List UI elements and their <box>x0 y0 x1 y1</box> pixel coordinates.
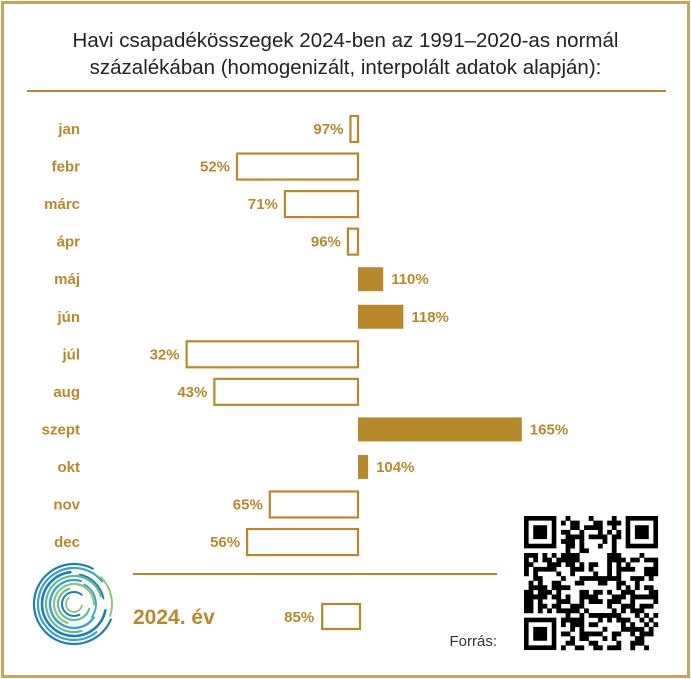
month-label: febr <box>52 159 81 176</box>
annual-value-label: 85% <box>284 609 314 626</box>
month-label: szept <box>42 421 80 438</box>
bar <box>213 377 360 406</box>
annual-label: 2024. év <box>133 606 215 629</box>
logo-arc <box>56 587 91 622</box>
bar-value-label: 71% <box>248 196 278 213</box>
qr-finder-core <box>634 525 649 540</box>
logo-arc <box>78 573 105 600</box>
month-label: máj <box>54 271 80 288</box>
bar <box>346 227 360 256</box>
annual-bar <box>321 602 362 631</box>
bar <box>246 527 360 557</box>
bar-value-label: 65% <box>233 497 263 514</box>
logo-arc <box>44 574 102 634</box>
bar <box>358 417 522 442</box>
bar <box>268 490 360 519</box>
qr-code-icon <box>524 516 659 651</box>
month-label: márc <box>44 196 80 213</box>
bars-group: jan 97% febr 52% márc 71% ápr 96% máj 110% jún 118%… <box>42 114 568 557</box>
bar <box>358 454 369 479</box>
qr-finder-core <box>533 626 548 641</box>
month-label: ápr <box>57 234 81 251</box>
logo-arc <box>32 562 112 646</box>
bar-value-label: 32% <box>150 346 180 363</box>
bar <box>283 190 360 219</box>
month-label: dec <box>54 534 80 551</box>
logo-arc <box>36 566 104 642</box>
month-label: jan <box>57 121 80 138</box>
logo-arc <box>99 576 113 617</box>
bar-value-label: 97% <box>313 121 343 138</box>
logo-arc <box>83 583 97 618</box>
source-label: Forrás: <box>449 633 497 650</box>
chart-title-line-2: százalékában (homogenizált, interpolált … <box>90 56 602 79</box>
logo-arc <box>52 582 96 625</box>
month-label: nov <box>53 497 80 514</box>
bar-value-label: 104% <box>376 459 414 476</box>
logo-arc <box>40 570 107 638</box>
month-label: júl <box>62 346 81 363</box>
bar-value-label: 56% <box>210 534 240 551</box>
month-label: aug <box>53 384 80 401</box>
bar <box>358 304 404 329</box>
bar-value-label: 165% <box>530 421 568 438</box>
qr-modules <box>524 516 659 651</box>
bar <box>358 267 384 292</box>
circular-swirl-logo <box>32 562 113 646</box>
logo-arc <box>61 591 83 617</box>
bar-value-label: 118% <box>411 309 449 326</box>
bar-value-label: 110% <box>391 271 429 288</box>
month-label: jún <box>57 309 81 326</box>
bar <box>235 152 360 181</box>
qr-finder-core <box>533 525 548 540</box>
bar-value-label: 96% <box>311 234 341 251</box>
logo-arc <box>48 578 96 630</box>
month-label: okt <box>58 459 81 476</box>
annual-bar-group: 85% <box>284 602 362 631</box>
bar-value-label: 52% <box>200 159 230 176</box>
bar <box>185 340 360 369</box>
chart-title-line-1: Havi csapadékösszegek 2024-ben az 1991–2… <box>73 29 619 52</box>
logo-arc <box>65 597 83 613</box>
bar <box>349 114 360 144</box>
bar-value-label: 43% <box>177 384 207 401</box>
